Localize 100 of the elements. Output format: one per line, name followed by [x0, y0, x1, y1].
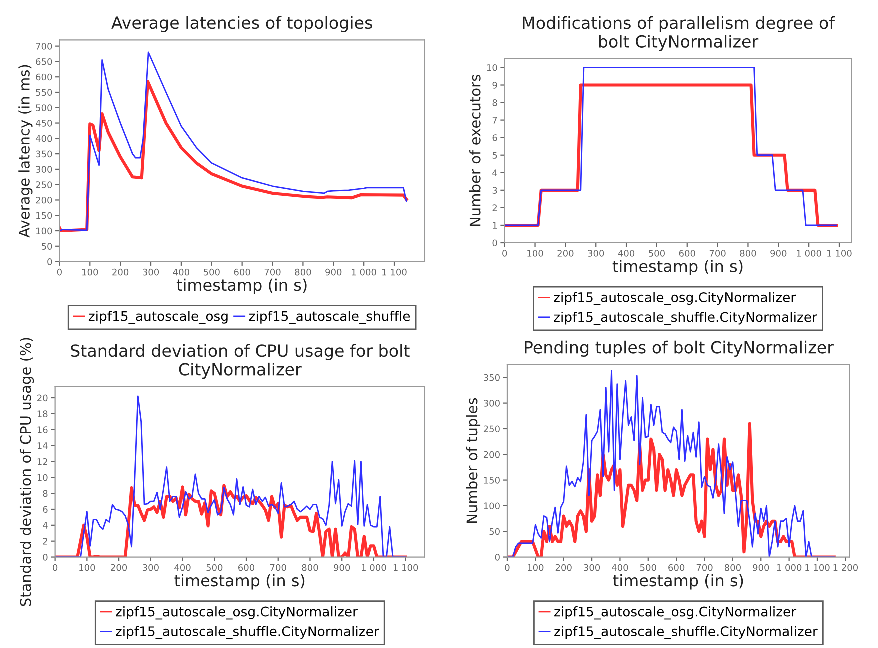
y-tick-label: 500 [36, 104, 52, 112]
line-series [507, 422, 836, 558]
x-tick-label: 900 [753, 564, 770, 572]
x-tick-label: 1 100 [806, 564, 830, 572]
y-tick-label: 350 [484, 374, 500, 382]
x-tick-label: 0 [57, 268, 62, 276]
x-axis-title: timestamp (in s) [612, 260, 743, 276]
y-tick-label: 200 [484, 451, 500, 458]
y-tick-label: 700 [36, 43, 52, 50]
x-tick-label: 400 [612, 564, 628, 572]
legend-label: zipf15_autoscale_osg.CityNormalizer [554, 292, 796, 306]
x-tick-label: 700 [264, 268, 281, 276]
y-tick-label: 3 [492, 187, 498, 194]
x-tick-label: 500 [649, 250, 665, 257]
x-tick-label: 1 000 [352, 268, 376, 276]
chart-title: Average latencies of topologies [112, 16, 372, 32]
x-tick-label: 300 [584, 564, 600, 572]
x-tick-label: 500 [640, 564, 656, 572]
y-tick-label: 7 [492, 117, 498, 124]
x-tick-label: 1 100 [382, 268, 407, 276]
chart-title: Standard deviation of CPU usage for bolt CityNormalizer [71, 344, 410, 380]
x-tick-label: 1 100 [394, 564, 418, 572]
legend-label: zipf15_autoscale_shuffle.CityNormalizer [116, 626, 380, 640]
y-tick-label: 2 [43, 538, 48, 545]
x-tick-label: 800 [740, 250, 756, 257]
x-tick-label: 900 [770, 250, 787, 257]
y-tick-label: 50 [490, 528, 500, 536]
x-tick-label: 100 [82, 268, 98, 276]
y-tick-label: 150 [484, 477, 500, 484]
y-tick-label: 2 [492, 204, 497, 212]
x-tick-label: 400 [174, 564, 191, 572]
x-tick-label: 200 [558, 250, 574, 257]
legend-label: zipf15_autoscale_shuffle.CityNormalizer [554, 626, 818, 640]
legend-label: zipf15_autoscale_osg.CityNormalizer [116, 606, 358, 620]
x-tick-label: 500 [206, 564, 223, 572]
x-tick-label: 0 [502, 250, 508, 257]
x-tick-label: 1 000 [777, 564, 802, 572]
y-axis-title: Average latency (in ms) [18, 65, 33, 238]
x-tick-label: 600 [234, 268, 250, 276]
y-tick-label: 0 [495, 554, 500, 561]
y-tick-label: 10 [38, 474, 48, 482]
x-tick-label: 0 [53, 564, 58, 572]
x-tick-label: 600 [238, 564, 255, 572]
legend-label: zipf15_autoscale_shuffle.CityNormalizer [554, 312, 818, 326]
y-tick-label: 0 [43, 554, 48, 561]
legend-label: zipf15_autoscale_shuffle [249, 311, 410, 324]
y-tick-label: 4 [492, 170, 498, 176]
y-tick-label: 5 [492, 152, 498, 159]
y-tick-label: 250 [36, 182, 52, 188]
y-tick-label: 400 [36, 135, 52, 142]
x-tick-label: 500 [204, 268, 220, 276]
x-tick-label: 800 [295, 268, 312, 276]
y-tick-label: 150 [36, 212, 52, 220]
line-series [60, 52, 408, 232]
y-tick-label: 9 [492, 82, 498, 89]
y-tick-label: 350 [36, 150, 52, 158]
y-tick-label: 8 [43, 490, 48, 498]
chart-title: Pending tuples of bolt CityNormalizer [525, 340, 834, 358]
y-tick-label: 20 [38, 394, 48, 402]
x-tick-label: 100 [528, 564, 544, 572]
x-tick-label: 600 [668, 564, 685, 572]
x-tick-label: 100 [528, 250, 544, 257]
x-tick-label: 200 [112, 268, 129, 276]
x-tick-label: 700 [270, 564, 286, 572]
x-tick-label: 200 [556, 564, 572, 572]
y-axis-title: Number of tuples [466, 398, 481, 523]
y-tick-label: 100 [36, 228, 52, 235]
x-tick-label: 1 000 [797, 250, 822, 257]
x-tick-label: 1 100 [828, 250, 852, 257]
x-tick-label: 200 [111, 564, 128, 572]
legend-label: zipf15_autoscale_osg [88, 311, 228, 324]
y-tick-label: 550 [36, 89, 52, 96]
x-tick-label: 800 [302, 564, 318, 572]
y-tick-label: 18 [38, 410, 48, 418]
x-axis-title: timestamp (in s) [174, 574, 305, 590]
y-tick-label: 200 [36, 196, 52, 204]
x-tick-label: 1 000 [362, 564, 386, 572]
x-tick-label: 300 [142, 564, 159, 572]
y-tick-label: 0 [492, 240, 498, 247]
x-tick-label: 1 200 [834, 564, 858, 572]
legend-label: zipf15_autoscale_osg.CityNormalizer [554, 606, 797, 620]
y-tick-label: 300 [484, 400, 500, 407]
y-tick-label: 14 [38, 442, 48, 450]
y-tick-label: 4 [43, 522, 48, 529]
x-tick-label: 600 [679, 250, 696, 257]
x-axis-title: timestamp (in s) [613, 574, 744, 590]
y-tick-label: 50 [42, 243, 52, 250]
y-tick-label: 0 [48, 258, 52, 266]
y-tick-label: 12 [38, 458, 48, 466]
y-tick-label: 600 [36, 74, 52, 81]
x-tick-label: 400 [173, 268, 190, 276]
line-series [55, 484, 408, 558]
x-tick-label: 300 [143, 268, 160, 276]
x-tick-label: 400 [618, 250, 635, 257]
x-tick-label: 700 [710, 250, 726, 257]
y-tick-label: 250 [484, 426, 500, 433]
x-tick-label: 100 [80, 564, 96, 572]
y-tick-label: 10 [487, 64, 498, 72]
x-tick-label: 900 [334, 564, 350, 572]
y-tick-label: 6 [492, 134, 498, 142]
